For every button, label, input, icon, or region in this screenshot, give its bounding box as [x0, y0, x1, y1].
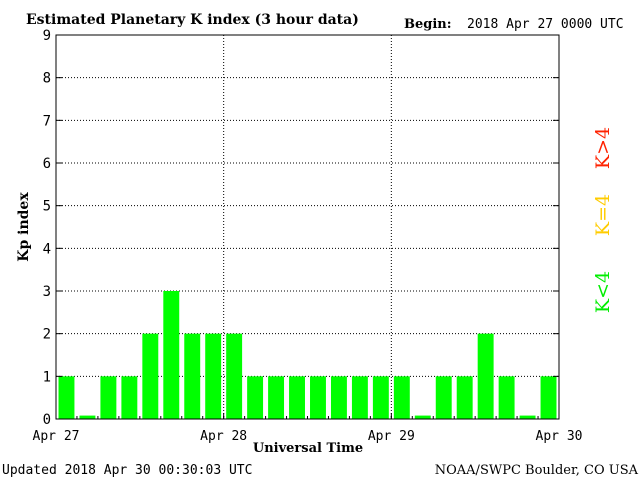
legend-entry: K>4 [592, 127, 614, 169]
kp-bar [498, 376, 515, 419]
y-tick-label: 4 [43, 241, 51, 257]
y-tick-label: 2 [43, 327, 51, 343]
kp-bar [310, 376, 326, 419]
kp-bar [435, 376, 452, 419]
kp-bar [205, 333, 222, 419]
y-axis: 0 1 2 3 4 5 6 7 8 9 [43, 28, 559, 428]
kp-bar [142, 333, 159, 419]
grid-lines [56, 35, 559, 419]
y-tick-label: 8 [43, 71, 51, 87]
x-axis-label: Universal Time [253, 441, 363, 456]
kp-bar [163, 291, 180, 419]
kp-bar [289, 376, 305, 419]
kp-bar [268, 376, 285, 419]
kp-bar [477, 333, 494, 419]
y-tick-label: 0 [43, 412, 51, 428]
legend-entry: K<4 [592, 271, 614, 313]
kp-bar [184, 333, 201, 419]
kp-bar [393, 376, 410, 419]
kp-bar [519, 415, 536, 419]
x-tick-label: Apr 27 [33, 429, 80, 444]
kp-bar [372, 376, 389, 419]
kp-bar [247, 376, 264, 419]
kp-bar [351, 376, 368, 419]
y-tick-label: 9 [43, 28, 51, 44]
kp-bar [540, 376, 557, 419]
x-axis: Apr 27 Apr 28 Apr 29 Apr 30 [33, 413, 583, 444]
kp-bar [121, 376, 138, 419]
y-tick-label: 7 [43, 113, 51, 129]
y-tick-label: 1 [43, 369, 51, 385]
chart-title: Estimated Planetary K index (3 hour data… [26, 12, 359, 28]
credit-text: NOAA/SWPC Boulder, CO USA [435, 463, 639, 478]
updated-text: Updated 2018 Apr 30 00:30:03 UTC [2, 463, 252, 478]
kp-bar [226, 333, 243, 419]
legend: K>4 K=4 K<4 [592, 127, 614, 313]
legend-entry: K=4 [592, 194, 614, 236]
begin-value: 2018 Apr 27 0000 UTC [467, 17, 624, 32]
x-tick-label: Apr 30 [536, 429, 583, 444]
bars [58, 291, 557, 419]
x-tick-label: Apr 29 [368, 429, 415, 444]
y-tick-label: 5 [43, 199, 51, 215]
kp-bar [100, 376, 117, 419]
kp-bar [456, 376, 473, 419]
y-tick-label: 6 [43, 156, 51, 172]
begin-label: Begin: [404, 17, 452, 32]
kp-bar [58, 376, 75, 419]
kp-bar [330, 376, 347, 419]
kp-bar [414, 415, 431, 419]
x-tick-label: Apr 28 [200, 429, 247, 444]
kp-bar [79, 415, 96, 419]
y-axis-label: Kp index [16, 192, 32, 262]
y-tick-label: 3 [43, 284, 51, 300]
